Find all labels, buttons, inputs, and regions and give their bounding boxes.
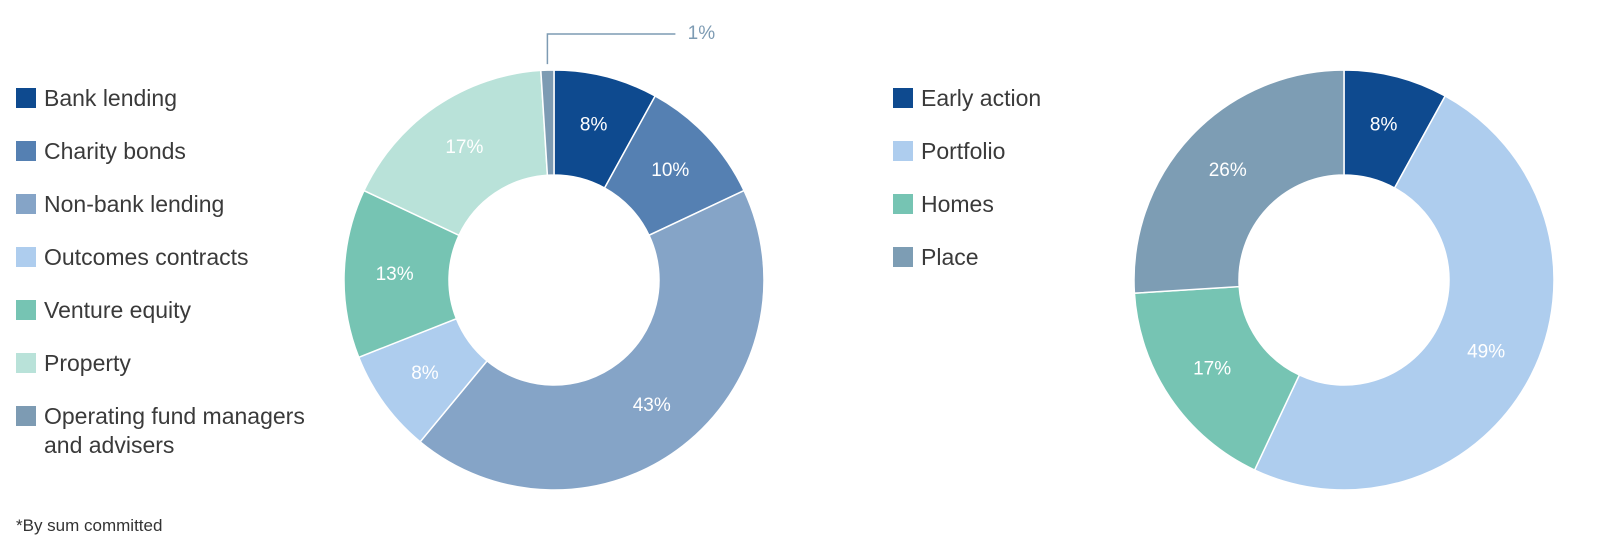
legend-label: Venture equity — [44, 297, 192, 323]
legend-item-property: Property — [16, 349, 346, 378]
legend-label: Property — [44, 350, 131, 376]
data-label: 17% — [445, 137, 483, 158]
donut-chart-theme: 8% 49% 17% 26% — [1133, 69, 1555, 491]
legend-swatch — [893, 88, 913, 108]
theme-slice-homes — [1133, 285, 1301, 472]
funding-slice-operating-fund-managers-and-advisers — [540, 69, 555, 177]
theme-slice-place — [1133, 69, 1345, 294]
legend-label: Charity bonds — [44, 138, 186, 164]
legend-swatch — [16, 88, 36, 108]
data-label: 49% — [1467, 341, 1505, 362]
legend-theme: Early action Portfolio Homes Place — [893, 84, 1123, 296]
data-label: 1% — [688, 23, 716, 44]
leader-line — [546, 33, 676, 65]
legend-item-bank-lending: Bank lending — [16, 84, 346, 113]
legend-swatch — [16, 353, 36, 373]
legend-swatch — [16, 194, 36, 214]
legend-swatch — [893, 247, 913, 267]
legend-label: Homes — [921, 191, 994, 217]
data-label: 8% — [580, 115, 608, 136]
data-label: 10% — [651, 160, 689, 181]
data-label: 17% — [1193, 359, 1231, 380]
legend-item-portfolio: Portfolio — [893, 137, 1123, 166]
legend-swatch — [16, 247, 36, 267]
legend-item-operating-fund-managers: Operating fund managers and advisers — [16, 402, 346, 460]
legend-item-charity-bonds: Charity bonds — [16, 137, 346, 166]
theme-slice-portfolio — [1253, 94, 1555, 491]
legend-label: Early action — [921, 85, 1042, 111]
legend-item-venture-equity: Venture equity — [16, 296, 346, 325]
legend-label: Non-bank lending — [44, 191, 225, 217]
legend-swatch — [16, 300, 36, 320]
legend-item-homes: Homes — [893, 190, 1123, 219]
legend-funding-type: Bank lending Charity bonds Non-bank lend… — [16, 84, 346, 484]
legend-label: Operating fund managers and advisers — [44, 403, 305, 458]
legend-swatch — [16, 141, 36, 161]
legend-item-outcomes-contracts: Outcomes contracts — [16, 243, 346, 272]
data-label: 8% — [411, 363, 439, 384]
legend-swatch — [893, 194, 913, 214]
data-label: 26% — [1209, 160, 1247, 181]
legend-label: Place — [921, 244, 979, 270]
donut-chart-funding-type: 8% 10% 43% 8% 13% 17% 1% — [343, 23, 765, 491]
legend-swatch — [893, 141, 913, 161]
funding-slice-property — [362, 69, 549, 237]
data-label: 43% — [633, 395, 671, 416]
legend-item-non-bank-lending: Non-bank lending — [16, 190, 346, 219]
legend-label: Portfolio — [921, 138, 1006, 164]
data-label: 8% — [1370, 115, 1398, 136]
legend-label: Bank lending — [44, 85, 177, 111]
legend-item-place: Place — [893, 243, 1123, 272]
funding-slice-non-bank-lending — [419, 189, 765, 491]
legend-item-early-action: Early action — [893, 84, 1123, 113]
legend-label: Outcomes contracts — [44, 244, 249, 270]
data-label: 13% — [376, 264, 414, 285]
footnote: *By sum committed — [16, 516, 163, 535]
legend-swatch — [16, 406, 36, 426]
